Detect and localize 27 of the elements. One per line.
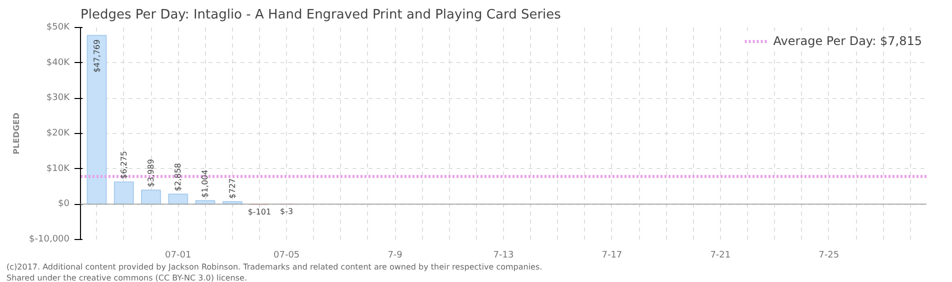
data-label: $3,989	[146, 159, 156, 188]
y-tick-label: $-10,000	[29, 234, 70, 244]
data-label: $47,769	[92, 39, 102, 72]
y-axis-title: PLEDGED	[12, 112, 22, 154]
y-tick-label: $50K	[46, 22, 71, 32]
data-label: $2,858	[174, 163, 183, 192]
y-tick-label: $20K	[46, 128, 71, 138]
data-label: $-3	[280, 207, 294, 216]
legend-label: Average Per Day: $7,815	[773, 34, 922, 48]
x-tick-label: 7-13	[493, 250, 514, 260]
y-tick-label: $0	[58, 199, 70, 210]
data-label: $1,004	[200, 170, 210, 198]
x-tick-label: 07-01	[165, 250, 192, 260]
x-tick-label: 7-9	[388, 250, 403, 260]
chart-title: Pledges Per Day: Intaglio - A Hand Engraved Print and Playing Card Series	[80, 8, 562, 22]
x-tick-label: 7-25	[818, 250, 840, 260]
x-tick-label: 7-21	[710, 250, 731, 260]
text: (c)2017. Additional content provided by Jackson Robinson. Trademarks and related content are owned by their respective companies.	[6, 262, 542, 272]
text: Shared under the creative commons (CC BY-NC 3.0) license.	[6, 274, 247, 282]
y-tick-label: $40K	[46, 58, 71, 68]
data-label: $727	[228, 178, 237, 199]
x-tick-label: 07-05	[274, 250, 300, 260]
data-label: $6,275	[119, 150, 128, 179]
x-tick-label: 7-17	[602, 250, 622, 260]
y-tick-label: $30K	[46, 93, 71, 104]
data-label: $-101	[248, 208, 272, 217]
y-tick-label: $10K	[46, 164, 71, 174]
